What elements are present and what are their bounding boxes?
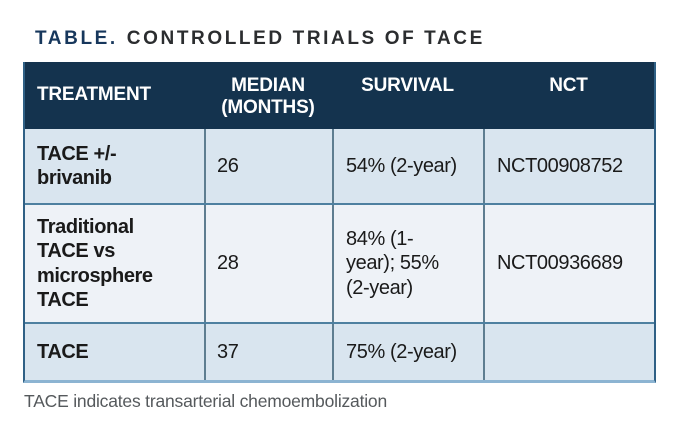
column-header-survival: SURVIVAL <box>361 75 454 96</box>
table-row: TACE 37 75% (2-year) <box>25 322 654 380</box>
table-title-text: CONTROLLED TRIALS OF TACE <box>126 28 485 49</box>
treatment-cell: TACE +/- brivanib <box>37 142 117 189</box>
table-title: TABLE. CONTROLLED TRIALS OF TACE <box>35 28 485 50</box>
tace-trials-table: TREATMENT MEDIAN (MONTHS) SURVIVAL NCT T… <box>23 62 656 383</box>
column-header-treatment: TREATMENT <box>37 84 151 106</box>
nct-cell <box>483 324 654 380</box>
nct-cell: NCT00908752 <box>483 129 654 203</box>
table-header-row: TREATMENT MEDIAN (MONTHS) SURVIVAL NCT <box>25 62 654 129</box>
survival-cell: 75% (2-year) <box>332 324 483 380</box>
table-row: Traditional TACE vs microsphere TACE 28 … <box>25 203 654 322</box>
median-cell: 26 <box>204 129 332 203</box>
survival-cell: 54% (2-year) <box>332 129 483 203</box>
survival-cell: 84% (1-year); 55% (2-year) <box>332 205 483 322</box>
nct-cell: NCT00936689 <box>483 205 654 322</box>
median-cell: 37 <box>204 324 332 380</box>
median-cell: 28 <box>204 205 332 322</box>
treatment-cell: Traditional TACE vs microsphere TACE <box>37 215 153 311</box>
table-footnote: TACE indicates transarterial chemoemboli… <box>24 391 387 411</box>
table-title-label: TABLE. <box>35 28 118 49</box>
column-header-nct: NCT <box>549 75 588 96</box>
column-header-median-months: MEDIAN (MONTHS) <box>221 75 315 119</box>
treatment-cell: TACE <box>37 340 89 363</box>
table-row: TACE +/- brivanib 26 54% (2-year) NCT009… <box>25 129 654 203</box>
